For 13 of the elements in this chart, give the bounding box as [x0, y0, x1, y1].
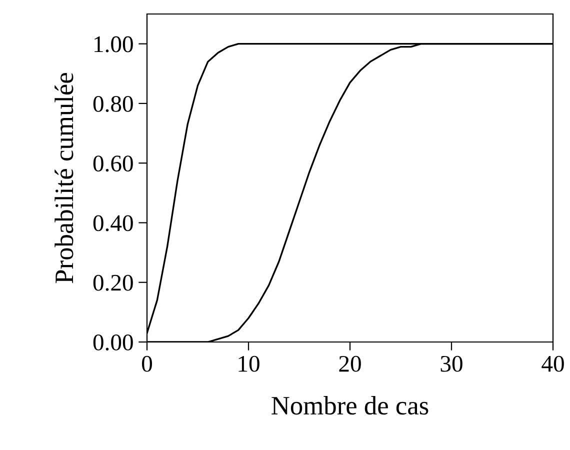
y-tick-label: 0.20	[93, 274, 133, 291]
x-tick-label: 10	[238, 356, 260, 372]
x-tick-label: 20	[339, 356, 361, 372]
y-tick-label: 0.80	[93, 96, 133, 112]
y-tick-label: 0.00	[93, 334, 133, 351]
x-tick-label: 0	[142, 356, 152, 372]
x-tick-label: 40	[542, 356, 564, 372]
y-tick-label: 0.60	[93, 156, 133, 172]
x-tick-label: 30	[440, 356, 462, 372]
y-tick-label: 0.40	[93, 215, 133, 232]
y-tick-label: 1.00	[94, 36, 133, 52]
x-axis-title: Nombre de cas	[272, 396, 428, 415]
y-axis-title: Probabilité cumulée	[54, 73, 74, 284]
